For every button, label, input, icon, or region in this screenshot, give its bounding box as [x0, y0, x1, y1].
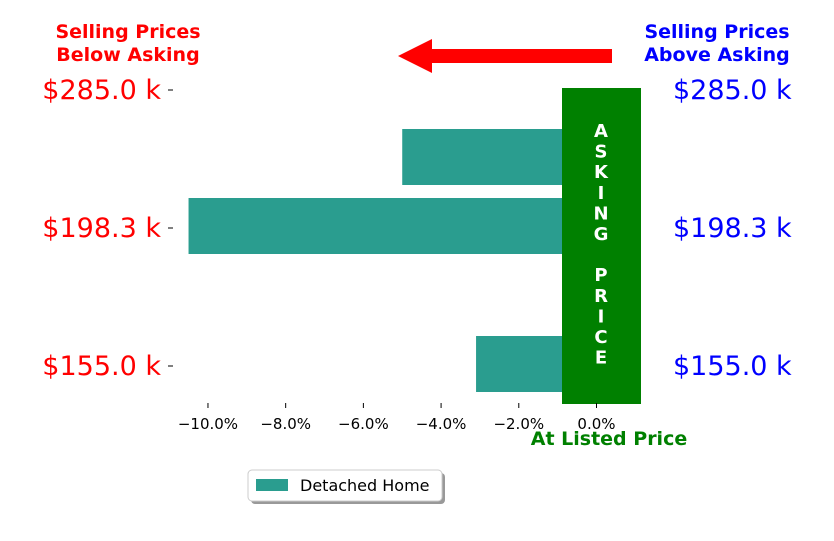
asking-band-letter: R [594, 286, 608, 307]
arrow-shape [398, 39, 612, 73]
arrow-icon [398, 39, 612, 73]
right-header: Selling Prices Above Asking [627, 21, 807, 67]
y-tick-label-left: $198.3 k [42, 213, 161, 244]
x-tick-label: 0.0% [577, 415, 615, 433]
asking-band-letter: C [594, 327, 607, 348]
y-tick-label-right: $285.0 k [673, 75, 792, 106]
x-tick-label: −2.0% [493, 415, 544, 433]
left-header-line-1: Selling Prices [55, 21, 201, 43]
asking-band-letter: A [594, 121, 608, 142]
asking-band-letter: I [598, 306, 605, 327]
asking-band-letter: N [593, 203, 608, 224]
asking-band-letter: I [598, 183, 605, 204]
asking-band-rect [562, 88, 641, 404]
x-tick-label: −6.0% [338, 415, 389, 433]
x-axis: −10.0% −8.0% −6.0% −4.0% −2.0% 0.0% [178, 403, 616, 433]
bar-2 [188, 198, 597, 254]
legend-box [247, 469, 443, 502]
left-header: Selling Prices Below Asking [38, 21, 218, 67]
asking-band-letter: E [595, 348, 607, 369]
x-tick-label: −10.0% [178, 415, 238, 433]
asking-band-letter: S [595, 142, 608, 163]
asking-band-letter: K [594, 162, 609, 183]
y-tick-label-right: $155.0 k [673, 351, 792, 382]
y-axis-right: $285.0 k $198.3 k $155.0 k [673, 75, 792, 382]
x-tick-label: −8.0% [260, 415, 311, 433]
y-tick-label-left: $285.0 k [42, 75, 161, 106]
asking-label: At Listed Price [531, 428, 687, 450]
y-tick-label-right: $198.3 k [673, 213, 792, 244]
legend-label: Detached Home [300, 476, 430, 495]
y-tick-label-left: $155.0 k [42, 351, 161, 382]
legend-swatch [256, 479, 288, 491]
left-header-line-2: Below Asking [56, 44, 200, 66]
x-tick-label: −4.0% [416, 415, 467, 433]
asking-band-letter: G [594, 224, 609, 245]
right-header-line-2: Above Asking [644, 44, 790, 66]
asking-band-letter: P [594, 265, 607, 286]
y-axis-left: $285.0 k $198.3 k $155.0 k [42, 75, 173, 382]
right-header-line-1: Selling Prices [644, 21, 790, 43]
legend: Detached Home [247, 469, 445, 504]
